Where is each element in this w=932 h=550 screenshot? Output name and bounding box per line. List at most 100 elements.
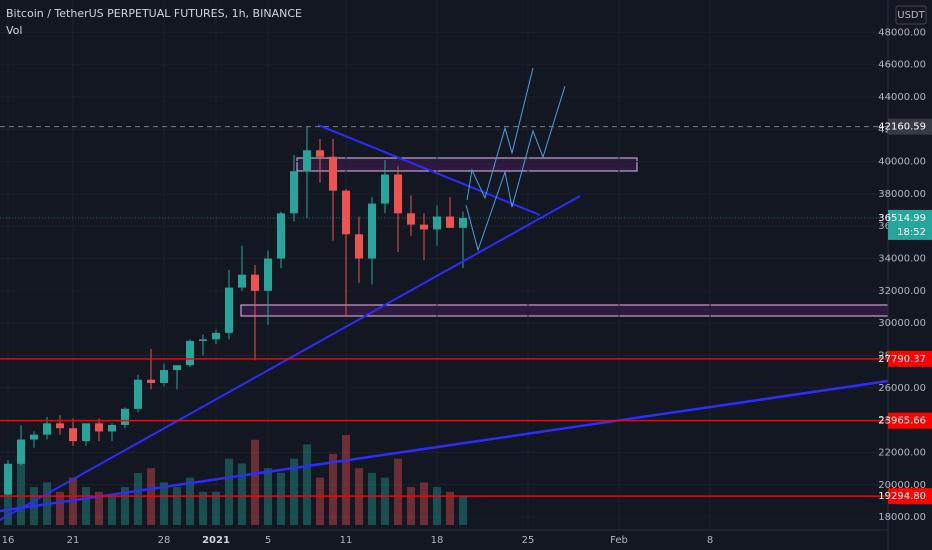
y-tick-label: 44000.00 — [878, 92, 926, 103]
volume-bar — [407, 487, 415, 525]
countdown: 18:52 — [897, 227, 926, 238]
candle-body — [433, 216, 441, 230]
currency: USDT — [897, 10, 925, 21]
candle-body — [30, 434, 38, 440]
candle-body — [212, 332, 220, 340]
chart-title: Bitcoin / TetherUS PERPETUAL FUTURES, 1h… — [6, 7, 302, 20]
candle-body — [446, 216, 454, 228]
candle-body — [459, 217, 467, 228]
volume-bar — [199, 491, 207, 525]
candle-body — [121, 408, 129, 425]
candle-body — [316, 150, 324, 157]
volume-bar — [368, 472, 376, 525]
level-tag — [888, 488, 932, 505]
candle-body — [134, 379, 142, 409]
candle-body — [329, 156, 337, 191]
x-tick-label: 25 — [522, 535, 535, 546]
y-tick-label: 26000.00 — [878, 383, 926, 394]
candle-body — [43, 423, 51, 435]
volume-bar — [420, 482, 428, 525]
last-price-tag — [888, 209, 932, 240]
y-tick-label: 18000.00 — [878, 512, 926, 523]
volume-bar — [212, 491, 220, 525]
candle-body — [264, 258, 272, 291]
candle-body — [82, 423, 90, 442]
volume-bar — [108, 496, 116, 525]
volume-bar — [173, 487, 181, 525]
candle-body — [17, 439, 25, 464]
volume-bar — [186, 477, 194, 525]
x-tick-label: 16 — [2, 535, 15, 546]
volume-bar — [82, 487, 90, 525]
trend-line — [0, 379, 889, 513]
x-tick-label: 2021 — [202, 535, 230, 546]
candle-body — [108, 424, 116, 432]
volume-bar — [459, 496, 467, 525]
volume-bar — [56, 491, 64, 525]
level-label: 23965.66 — [878, 416, 926, 427]
candle-body — [394, 174, 402, 214]
level-tag — [888, 350, 932, 367]
x-tick-label: 5 — [265, 535, 271, 546]
candle-body — [95, 423, 103, 432]
x-tick-label: 11 — [340, 535, 353, 546]
y-tick-label: 34000.00 — [878, 254, 926, 265]
candle-body — [199, 339, 207, 341]
volume-bar — [225, 458, 233, 525]
candle-body — [420, 224, 428, 230]
volume-bar — [342, 435, 350, 525]
y-tick-label: 32000.00 — [878, 286, 926, 297]
level-label: 27790.37 — [878, 354, 926, 365]
candle-body — [173, 365, 181, 371]
x-tick-label: 8 — [707, 535, 713, 546]
resistance-zone — [296, 157, 638, 172]
level-tag — [888, 412, 932, 429]
volume-bar — [238, 463, 246, 525]
x-tick-label: 18 — [431, 535, 444, 546]
trend-line — [0, 195, 581, 521]
y-tick-label: 46000.00 — [878, 60, 926, 71]
volume-bar — [95, 491, 103, 525]
volume-label: Vol — [6, 24, 22, 37]
volume-bar — [160, 482, 168, 525]
y-tick-label: 40000.00 — [878, 157, 926, 168]
volume-bar — [121, 487, 129, 525]
y-tick-label: 48000.00 — [878, 27, 926, 38]
volume-bar — [316, 477, 324, 525]
x-tick-label: 21 — [67, 535, 80, 546]
candle-body — [342, 190, 350, 235]
trend-line — [317, 124, 541, 216]
volume-bar — [433, 487, 441, 525]
candle-body — [368, 203, 376, 259]
volume-bar — [446, 491, 454, 525]
volume-bar — [394, 458, 402, 525]
candle-body — [186, 340, 194, 366]
volume-bar — [303, 444, 311, 525]
candle-body — [355, 234, 363, 259]
volume-bar — [251, 439, 259, 525]
volume-bar — [134, 472, 142, 525]
volume-bar — [329, 453, 337, 525]
projection-path — [465, 85, 566, 252]
candle-body — [147, 379, 155, 383]
high-label: 42160.59 — [878, 122, 926, 133]
candle-body — [251, 274, 259, 291]
candle-body — [238, 274, 246, 288]
projection-path — [466, 67, 534, 201]
level-label: 19294.80 — [878, 491, 926, 502]
support-zone — [240, 304, 889, 317]
candle-body — [225, 287, 233, 333]
currency-box — [895, 5, 927, 25]
volume-bar — [17, 458, 25, 525]
candle-body — [290, 171, 298, 214]
candle-body — [56, 423, 64, 429]
y-tick-label: 38000.00 — [878, 189, 926, 200]
candle-body — [69, 428, 77, 442]
candle-body — [303, 150, 311, 172]
last-price-label: 36514.99 — [878, 213, 926, 224]
y-tick-label: 20000.00 — [878, 480, 926, 491]
volume-bar — [381, 477, 389, 525]
y-tick-label: 22000.00 — [878, 447, 926, 458]
high-tag — [888, 118, 932, 135]
